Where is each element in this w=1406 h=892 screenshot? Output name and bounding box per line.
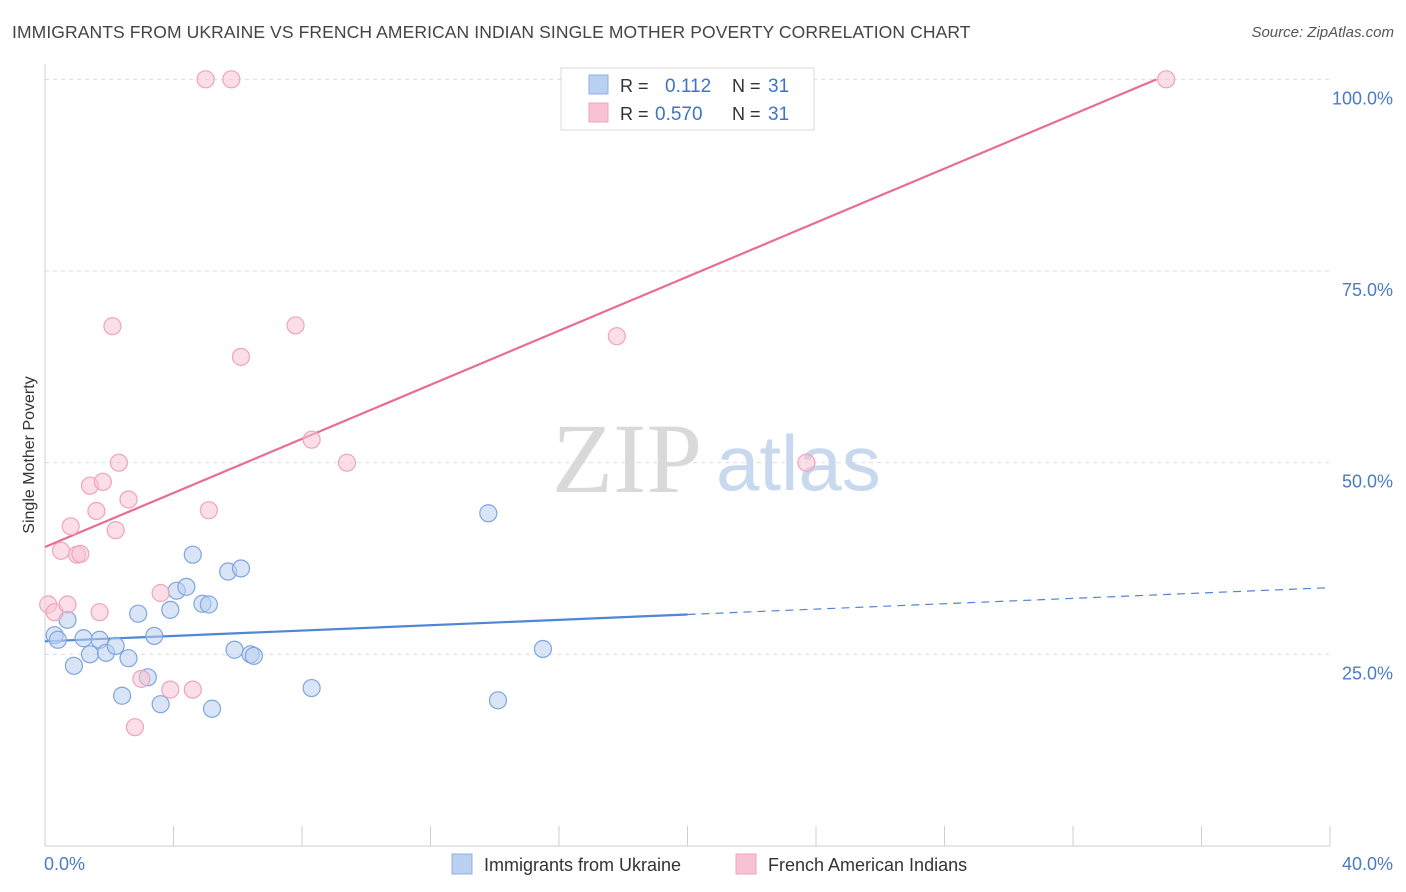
data-point-french-american-indians-13 [109,453,128,472]
stats-n-label-2: N = [732,104,761,124]
y-tick-label-1: 50.0% [1342,472,1393,492]
data-point-ukraine-9 [112,686,132,705]
data-point-french-american-indians-10 [93,472,112,491]
data-point-french-american-indians-3 [58,595,77,614]
data-point-ukraine-27 [302,678,321,698]
x-tick-label-1: 40.0% [1342,854,1393,874]
legend-label-french-american-indians: French American Indians [768,855,967,875]
y-tick-label-2: 75.0% [1342,280,1393,300]
data-point-french-american-indians-22 [222,70,241,89]
data-point-french-american-indians-26 [337,453,357,472]
data-point-french-american-indians-8 [87,501,106,521]
data-point-french-american-indians-20 [196,70,215,89]
data-point-french-american-indians-14 [119,490,138,509]
data-point-ukraine-17 [177,577,196,596]
data-point-ukraine-8 [106,636,125,656]
data-point-ukraine-13 [145,626,164,646]
data-point-french-american-indians-28 [607,327,626,346]
data-point-french-american-indians-12 [106,521,125,540]
data-point-ukraine-28 [479,504,498,523]
data-point-french-american-indians-25 [302,430,321,449]
trend-line-dashed-0 [687,587,1331,616]
stats-legend: R = 0.112 N = 31 R = 0.570 N = 31 [560,67,815,131]
stats-r-label-1: R = [620,76,649,96]
axes [44,64,1331,847]
x-tick-labels: 0.0% 40.0% [44,854,1393,874]
data-point-french-american-indians-2 [51,541,71,560]
data-point-french-american-indians-17 [151,583,170,603]
data-point-french-american-indians-9 [90,603,109,622]
data-point-ukraine-21 [202,699,222,718]
data-point-french-american-indians-11 [103,317,122,336]
data-point-ukraine-23 [225,640,244,659]
series-legend: Immigrants from Ukraine French American … [451,853,967,875]
stats-r-label-2: R = [620,104,649,124]
data-point-french-american-indians-30 [1157,70,1176,89]
data-point-ukraine-24 [231,559,251,578]
stats-n-value-1: 31 [768,76,789,97]
data-point-french-american-indians-24 [286,316,305,335]
data-point-ukraine-14 [151,695,170,714]
data-point-french-american-indians-16 [132,669,151,688]
data-point-ukraine-15 [161,600,180,619]
y-tick-label-0: 25.0% [1342,663,1393,683]
data-point-ukraine-29 [488,691,508,710]
data-point-french-american-indians-29 [797,453,816,472]
data-point-french-american-indians-19 [183,680,202,699]
data-point-ukraine-20 [199,595,218,614]
stats-n-value-2: 31 [768,104,789,125]
data-point-french-american-indians-6 [71,544,90,564]
data-point-french-american-indians-18 [161,680,180,699]
source-label: Source: ZipAtlas.com [1251,24,1394,41]
trend-line-1 [44,78,1157,549]
data-point-ukraine-4 [74,629,93,648]
data-point-ukraine-18 [183,545,202,564]
watermark: ZIP atlas [552,403,881,514]
chart-title: IMMIGRANTS FROM UKRAINE VS FRENCH AMERIC… [12,22,971,42]
data-point-ukraine-11 [129,604,148,623]
stats-legend-swatch-pink [588,102,609,123]
y-axis-label: Single Mother Poverty [21,376,38,533]
watermark-zip: ZIP [552,403,702,514]
x-tick-label-0: 0.0% [44,854,85,874]
y-tick-labels: 25.0% 50.0% 75.0% 100.0% [1332,88,1393,683]
legend-swatch-french-american-indians [735,853,757,875]
data-point-ukraine-26 [244,646,263,665]
stats-n-label-1: N = [732,76,761,96]
data-point-ukraine-10 [119,649,138,668]
data-point-ukraine-5 [80,645,100,664]
data-point-ukraine-30 [533,639,553,659]
data-point-french-american-indians-21 [199,501,218,520]
data-point-french-american-indians-15 [125,718,145,737]
legend-swatch-ukraine [451,853,473,875]
stats-legend-swatch-blue [588,74,609,95]
y-tick-label-3: 100.0% [1332,88,1393,108]
data-point-ukraine-3 [64,656,84,675]
stats-r-value-1: 0.112 [665,76,711,97]
data-point-french-american-indians-4 [61,517,80,536]
legend-label-ukraine: Immigrants from Ukraine [484,855,681,875]
data-point-french-american-indians-23 [231,347,251,366]
data-point-ukraine-1 [48,630,67,649]
stats-r-value-2: 0.570 [655,104,703,125]
